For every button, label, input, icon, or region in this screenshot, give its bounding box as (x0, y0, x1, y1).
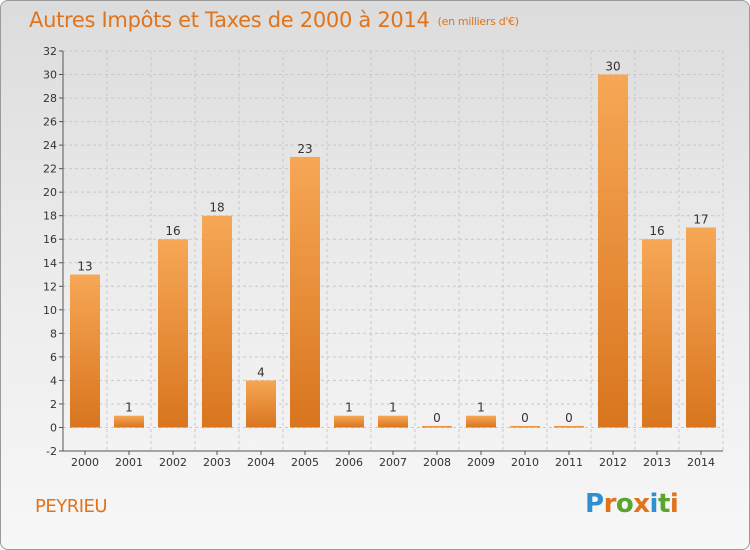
proxiti-logo: Proxiti (585, 489, 679, 519)
x-tick-label: 2003 (203, 456, 231, 469)
x-tick-label: 2004 (247, 456, 275, 469)
x-tick-label: 2007 (379, 456, 407, 469)
y-tick-label: 26 (43, 116, 57, 129)
y-tick-label: 16 (43, 233, 57, 246)
y-tick-label: 14 (43, 257, 57, 270)
bar-value-label: 1 (477, 401, 485, 415)
y-tick-label: 20 (43, 186, 57, 199)
y-tick-label: 4 (50, 374, 57, 387)
bar (114, 415, 144, 428)
logo-letter: i (669, 489, 679, 519)
x-tick-label: 2012 (599, 456, 627, 469)
bar-value-label: 16 (649, 224, 664, 238)
bar (246, 380, 276, 428)
bar (334, 415, 364, 428)
bar (510, 425, 540, 428)
y-tick-label: 18 (43, 210, 57, 223)
y-tick-label: 32 (43, 45, 57, 58)
bar (158, 239, 188, 428)
bar-value-label: 16 (165, 224, 180, 238)
bar (290, 156, 320, 428)
x-tick-label: 2001 (115, 456, 143, 469)
bars (70, 74, 716, 428)
bar-value-label: 13 (77, 260, 92, 274)
bar-value-label: 0 (565, 411, 573, 425)
y-tick-label: 6 (50, 351, 57, 364)
y-tick-label: 2 (50, 398, 57, 411)
x-tick-label: 2008 (423, 456, 451, 469)
bar-value-label: 23 (297, 142, 312, 156)
chart-title: Autres Impôts et Taxes de 2000 à 2014 (en… (29, 8, 519, 32)
y-tick-label: 8 (50, 327, 57, 340)
logo-letter: P (585, 489, 604, 519)
y-tick-label: 30 (43, 69, 57, 82)
y-tick-label: 22 (43, 163, 57, 176)
y-tick-label: 10 (43, 304, 57, 317)
x-tick-label: 2010 (511, 456, 539, 469)
x-tick-label: 2009 (467, 456, 495, 469)
bar-value-label: 4 (257, 365, 265, 379)
y-tick-label: -2 (46, 445, 57, 458)
bar (70, 274, 100, 428)
bar (202, 215, 232, 428)
x-tick-label: 2005 (291, 456, 319, 469)
logo-letter: i (649, 489, 659, 519)
chart-title-text: Autres Impôts et Taxes de 2000 à 2014 (29, 8, 430, 32)
bar-value-label: 18 (209, 201, 224, 215)
bar (642, 239, 672, 428)
bar (466, 415, 496, 428)
x-tick-label: 2014 (687, 456, 715, 469)
bar-value-label: 1 (125, 401, 133, 415)
y-tick-label: 12 (43, 280, 57, 293)
bar-value-label: 17 (693, 212, 708, 226)
x-tick-label: 2002 (159, 456, 187, 469)
bar (554, 425, 584, 428)
bar (422, 425, 452, 428)
logo-letter: r (603, 489, 617, 519)
bar (686, 227, 716, 428)
bar-value-label: 0 (521, 411, 529, 425)
labels: 13 1 16 18 4 23 1 1 0 1 0 0 30 16 17 (77, 60, 708, 425)
y-tick-label: 0 (50, 421, 57, 434)
bar-value-label: 30 (605, 60, 620, 74)
bar (378, 415, 408, 428)
x-tick-label: 2013 (643, 456, 671, 469)
logo-letter: t (657, 489, 670, 519)
commune-name: PEYRIEU (35, 496, 108, 517)
y-tick-label: 28 (43, 92, 57, 105)
x-tick-label: 2011 (555, 456, 583, 469)
x-tick-label: 2000 (71, 456, 99, 469)
bar (598, 74, 628, 428)
bar-value-label: 1 (345, 401, 353, 415)
chart-unit: (en milliers d'€) (437, 14, 519, 28)
logo-letter: o (615, 489, 634, 519)
logo-letter: x (633, 489, 650, 519)
bar-value-label: 0 (433, 411, 441, 425)
y-tick-label: 24 (43, 139, 57, 152)
bar-value-label: 1 (389, 401, 397, 415)
x-tick-label: 2006 (335, 456, 363, 469)
